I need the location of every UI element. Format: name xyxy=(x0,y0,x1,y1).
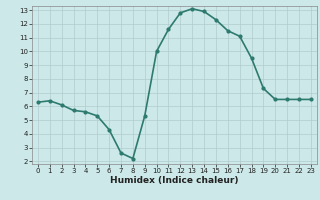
X-axis label: Humidex (Indice chaleur): Humidex (Indice chaleur) xyxy=(110,176,239,185)
